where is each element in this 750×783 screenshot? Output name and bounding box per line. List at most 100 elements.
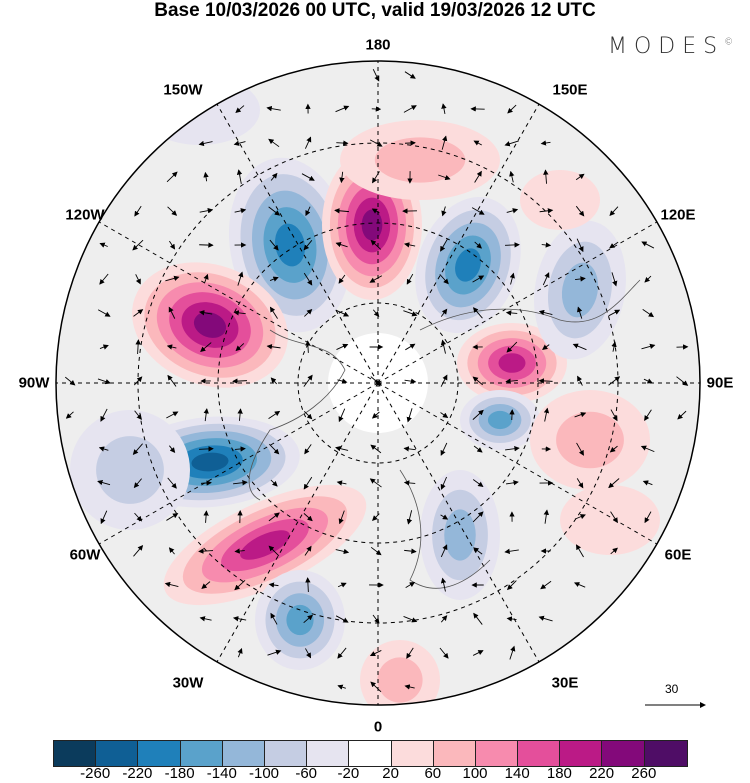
wind-vector [303,410,313,420]
wind-vector [440,514,449,520]
wind-vector [266,344,281,350]
wind-vector [542,344,550,350]
wind-vector [404,548,417,554]
wind-vector [237,647,243,658]
wind-vector [169,445,176,454]
positive-anomaly-contour [498,353,526,373]
wind-vector [303,374,313,387]
wind-vector [643,378,653,384]
wind-vector [404,378,417,384]
lon-label-30e: 30E [551,674,579,692]
wind-vector [504,242,520,248]
meridian-line [212,96,379,384]
wind-vector [133,545,144,557]
wind-vector [305,340,311,353]
wind-vector [203,273,209,284]
wind-vector [440,615,448,623]
wind-vector [372,171,380,184]
wind-vector [504,140,519,147]
wind-vector [268,138,280,148]
wind-vector [609,445,618,453]
wind-vector [473,547,483,555]
wind-vector [234,446,246,452]
wind-vector [269,443,280,455]
wind-vector [576,442,584,456]
wind-vector [440,412,449,418]
wind-vector [575,205,585,217]
positive-anomaly-contour [520,170,600,230]
wind-vector [372,513,380,521]
wind-vector [540,580,552,590]
wind-vector [270,479,278,487]
wind-vector [505,445,520,452]
wind-vector [404,684,415,690]
wind-vector [167,374,177,387]
wind-vector [403,480,416,486]
wind-vector [203,510,209,523]
wind-vector [540,140,551,146]
wind-vector [134,512,143,522]
wind-vector [200,480,212,486]
wind-vector [369,275,383,283]
wind-vector [305,577,311,593]
wind-vector [337,582,347,588]
wind-vector [133,309,144,317]
positive-anomaly-contour [240,530,290,560]
wind-vector [608,376,621,386]
wind-vector [266,105,281,112]
wind-vector [610,511,618,524]
wind-vector [472,511,484,523]
wind-vector [99,273,109,285]
wind-vector [304,545,312,556]
wind-vector [304,136,312,149]
wind-vector [168,306,176,319]
wind-vector [641,241,655,249]
wind-vector [474,241,482,249]
wind-vector [134,410,142,420]
colorbar-tick-label: -20 [337,765,360,782]
wind-vector [406,647,414,659]
wind-vector [303,240,313,251]
wind-vector [166,513,179,521]
wind-vector [335,548,350,555]
wind-vector [304,444,312,455]
wind-vector [167,477,177,489]
wind-vector [441,103,447,114]
wind-vector [608,478,620,489]
wind-vector [439,647,449,659]
wind-vector [335,309,350,317]
wind-vector [573,582,586,588]
wind-vector [608,309,621,317]
colorbar-tick-label: -140 [206,765,237,782]
wind-vector [611,272,618,287]
wind-vector [504,548,519,555]
wind-vector [64,376,76,386]
wind-vector [539,208,554,214]
colorbar-swatch [180,741,223,766]
colorbar-tick-label: -180 [164,765,195,782]
lon-label-30w: 30W [172,674,204,692]
wind-vector [440,577,447,592]
wind-vector [403,310,418,317]
wind-vector [133,376,143,386]
colorbar-swatch [644,741,687,766]
wind-vector [438,174,451,181]
wind-vector [644,275,652,283]
wind-vector [576,306,583,319]
wind-vector [440,308,448,317]
wind-vector [303,476,313,490]
wind-vector [268,512,280,522]
coastline [419,279,641,331]
wind-vector [164,581,179,588]
wind-vector [405,343,416,351]
wind-vector [440,544,448,558]
wind-vector [334,208,349,214]
lon-label-60e: 60E [664,546,692,564]
wind-vector [405,581,416,588]
wind-vector [642,480,653,486]
wind-vector [65,411,74,419]
negative-anomaly-contour [444,509,476,561]
wind-vector [472,376,483,386]
wind-vector [440,238,448,252]
wind-vector [440,374,448,387]
